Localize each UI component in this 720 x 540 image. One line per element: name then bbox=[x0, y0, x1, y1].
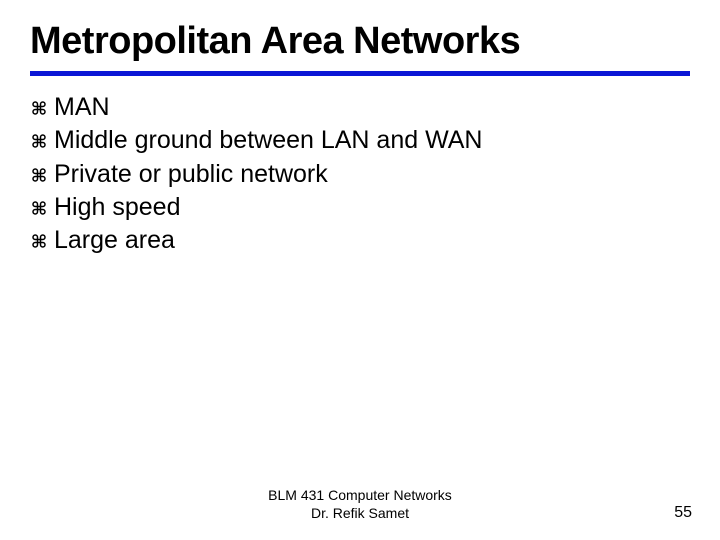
list-item: Middle ground between LAN and WAN bbox=[30, 125, 690, 156]
command-icon bbox=[30, 99, 48, 117]
list-item: High speed bbox=[30, 192, 690, 223]
bullet-list: MAN Middle ground between LAN and WAN Pr… bbox=[30, 92, 690, 256]
bullet-text: High speed bbox=[54, 192, 180, 223]
page-number: 55 bbox=[674, 504, 692, 522]
footer: BLM 431 Computer Networks Dr. Refik Same… bbox=[0, 487, 720, 522]
slide: Metropolitan Area Networks MAN Middle gr… bbox=[0, 0, 720, 540]
bullet-text: Private or public network bbox=[54, 159, 328, 190]
bullet-text: MAN bbox=[54, 92, 110, 123]
bullet-text: Middle ground between LAN and WAN bbox=[54, 125, 482, 156]
list-item: Large area bbox=[30, 225, 690, 256]
command-icon bbox=[30, 132, 48, 150]
slide-title: Metropolitan Area Networks bbox=[30, 20, 690, 69]
footer-course: BLM 431 Computer Networks bbox=[0, 487, 720, 505]
command-icon bbox=[30, 199, 48, 217]
command-icon bbox=[30, 166, 48, 184]
title-underline bbox=[30, 71, 690, 76]
footer-author: Dr. Refik Samet bbox=[0, 505, 720, 523]
command-icon bbox=[30, 232, 48, 250]
list-item: Private or public network bbox=[30, 159, 690, 190]
bullet-text: Large area bbox=[54, 225, 175, 256]
list-item: MAN bbox=[30, 92, 690, 123]
